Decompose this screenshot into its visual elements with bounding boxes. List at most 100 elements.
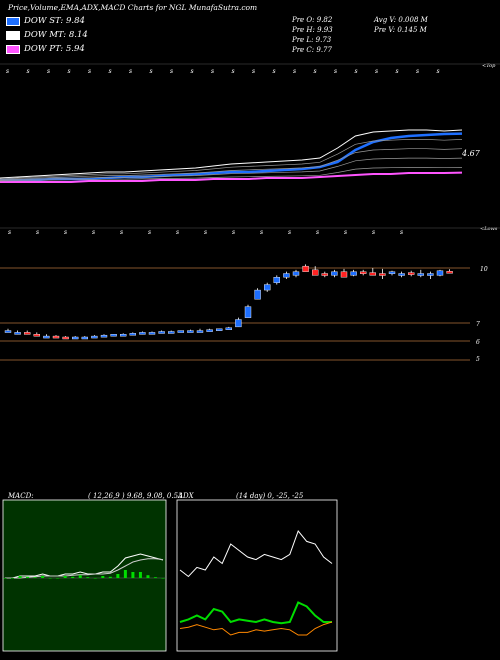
stat-open: Pre O: 9.82 <box>292 16 333 24</box>
candle-body-2 <box>24 332 31 335</box>
candle-body-15 <box>148 332 156 335</box>
candle-body-29 <box>283 273 290 278</box>
candle-date-label-14: s <box>400 229 403 236</box>
top-date-label-21: s <box>437 68 440 75</box>
top-date-label-20: s <box>416 68 419 75</box>
macd-hist-bar-6 <box>48 578 52 579</box>
macd-hist-bar-14 <box>108 576 112 578</box>
macd-hist-bar-3 <box>26 576 30 578</box>
top-date-label-16: s <box>334 68 337 75</box>
macd-hist-bar-17 <box>131 572 135 578</box>
macd-hist-bar-16 <box>123 570 127 578</box>
candle-body-14 <box>139 332 146 335</box>
macd-hist-bar-20 <box>153 577 157 578</box>
candle-body-27 <box>264 284 271 291</box>
candle-date-label-0: s <box>8 229 11 236</box>
top-date-label-10: s <box>211 68 214 75</box>
candle-body-33 <box>321 273 328 276</box>
candle-body-3 <box>33 334 40 337</box>
macd-hist-bar-12 <box>93 578 97 579</box>
candle-body-10 <box>100 334 108 338</box>
candle-body-0 <box>4 330 12 333</box>
candle-body-38 <box>369 272 376 276</box>
stat-avg-volume: Avg V: 0.008 M <box>374 16 428 24</box>
candle-date-label-1: s <box>36 229 39 236</box>
legend-label-st: DOW ST: 9.84 <box>24 16 85 26</box>
candle-date-label-3: s <box>92 229 95 236</box>
macd-hist-bar-7 <box>56 578 60 579</box>
candle-body-24 <box>235 319 242 328</box>
candle-date-label-11: s <box>316 229 319 236</box>
candle-date-label-4: s <box>120 229 123 236</box>
top-date-label-17: s <box>355 68 358 75</box>
adx-line-1 <box>179 601 332 625</box>
candle-price-label-6: 6 <box>476 339 480 346</box>
top-date-label-5: s <box>109 68 112 75</box>
candle-body-36 <box>350 271 357 276</box>
candle-body-32 <box>312 269 319 276</box>
candle-date-label-6: s <box>176 229 179 236</box>
legend-label-mt: DOW MT: 8.14 <box>24 30 88 40</box>
candle-body-42 <box>408 272 415 275</box>
top-date-label-0: s <box>6 68 9 75</box>
macd-hist-bar-21 <box>161 578 165 579</box>
stat-close: Pre C: 9.77 <box>292 46 332 54</box>
candle-body-44 <box>427 273 434 276</box>
macd-line-0 <box>5 553 164 579</box>
candle-body-39 <box>379 273 386 276</box>
top-corner-label: <Top <box>482 63 496 69</box>
candle-body-30 <box>292 271 300 276</box>
top-date-label-2: s <box>47 68 50 75</box>
macd-hist-bar-4 <box>33 577 37 578</box>
candle-body-18 <box>177 330 185 333</box>
candle-date-label-12: s <box>344 229 347 236</box>
macd-hist-bar-5 <box>41 576 45 578</box>
candle-price-label-10: 10 <box>480 266 488 273</box>
candle-corner-label: <Lows <box>480 226 498 232</box>
candle-body-9 <box>91 335 98 339</box>
macd-line-1 <box>5 558 164 579</box>
ema-band-4 <box>0 167 463 182</box>
candle-body-13 <box>129 333 137 336</box>
top-date-label-8: s <box>170 68 173 75</box>
candle-body-8 <box>81 336 89 340</box>
candle-date-label-7: s <box>204 229 207 236</box>
candle-body-5 <box>52 335 60 339</box>
macd-label: MACD: <box>8 492 34 500</box>
candle-body-4 <box>43 335 50 339</box>
macd-hist-bar-8 <box>63 576 67 578</box>
adx-line-2 <box>179 621 333 636</box>
top-date-label-7: s <box>150 68 153 75</box>
candle-body-25 <box>244 306 252 318</box>
top-price-label: 4.67 <box>462 149 480 158</box>
candle-body-20 <box>196 330 204 333</box>
adx-panel <box>176 499 338 652</box>
candle-body-41 <box>398 273 405 276</box>
top-date-label-15: s <box>314 68 317 75</box>
candle-body-26 <box>254 289 261 300</box>
candle-body-40 <box>388 271 396 274</box>
candle-body-34 <box>331 271 338 276</box>
macd-hist-bar-18 <box>138 572 142 578</box>
candle-body-22 <box>215 328 223 331</box>
candle-body-37 <box>360 271 367 274</box>
candle-body-12 <box>119 334 127 337</box>
top-date-label-3: s <box>68 68 71 75</box>
top-date-label-1: s <box>27 68 30 75</box>
ema-line-2 <box>0 171 463 183</box>
candle-date-label-9: s <box>260 229 263 236</box>
top-date-label-13: s <box>273 68 276 75</box>
candle-date-label-8: s <box>232 229 235 236</box>
top-date-label-9: s <box>191 68 194 75</box>
candle-body-21 <box>206 329 213 332</box>
candle-date-label-2: s <box>64 229 67 236</box>
candle-price-label-7: 7 <box>476 321 480 328</box>
candle-body-11 <box>110 334 117 337</box>
macd-hist-bar-1 <box>11 578 15 579</box>
candle-body-17 <box>167 331 175 334</box>
candle-body-45 <box>436 270 444 276</box>
candle-body-1 <box>14 332 21 335</box>
candle-body-43 <box>417 273 424 276</box>
chart-title: Price,Volume,EMA,ADX,MACD Charts for NGL… <box>8 3 258 12</box>
macd-hist-bar-15 <box>116 574 120 578</box>
